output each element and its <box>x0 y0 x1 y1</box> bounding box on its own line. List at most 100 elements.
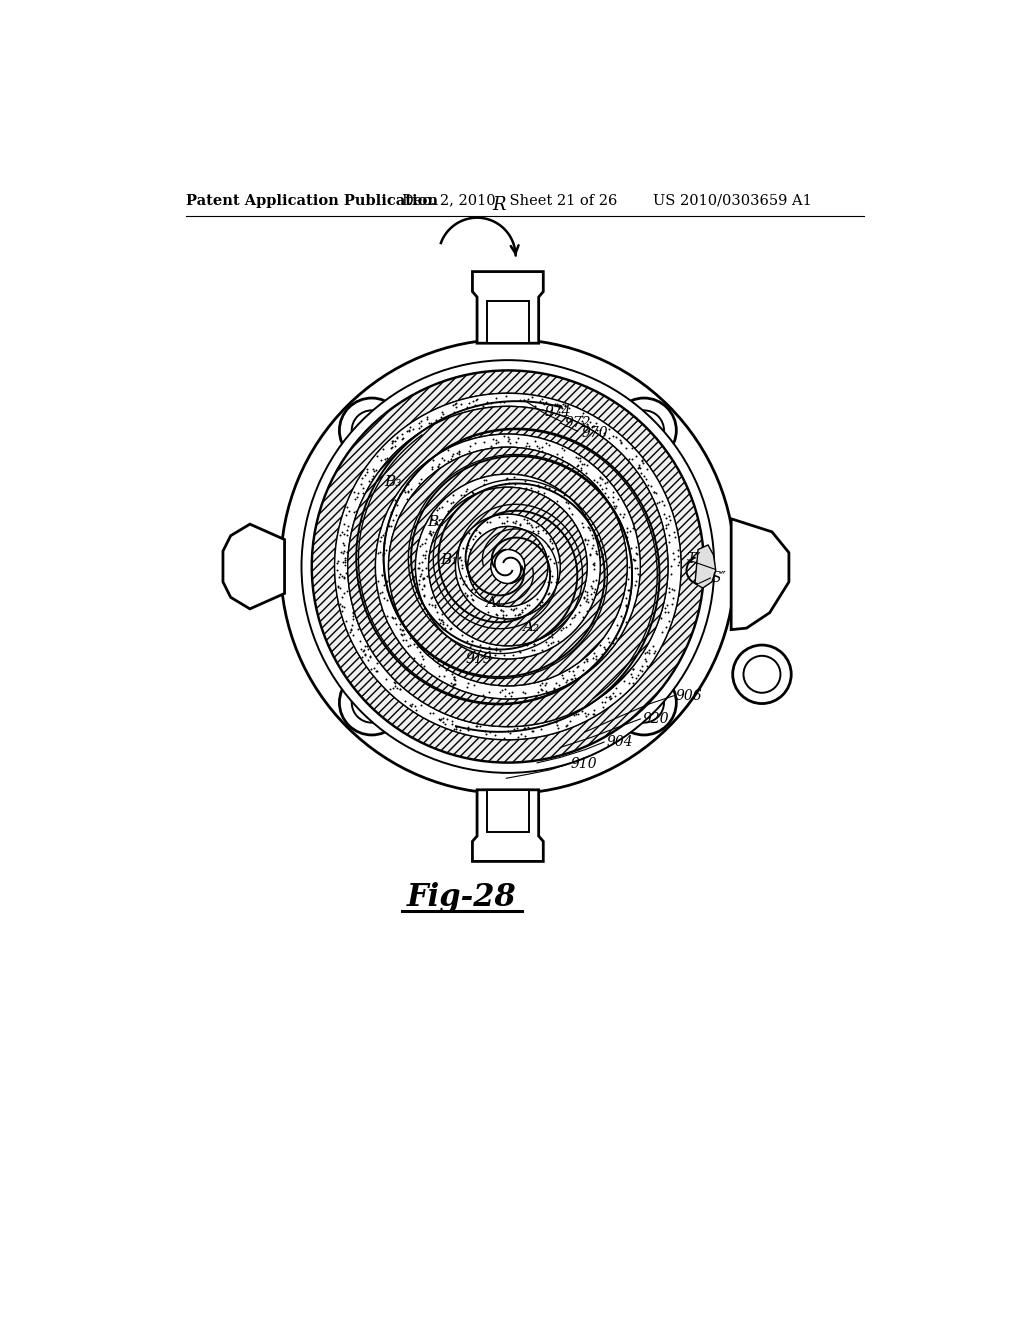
Point <box>399 473 416 494</box>
Point <box>445 484 462 506</box>
Point <box>573 411 590 432</box>
Point <box>510 428 526 449</box>
Point <box>651 491 668 512</box>
Point <box>605 487 622 508</box>
Point <box>474 684 490 705</box>
Point <box>401 634 418 655</box>
Point <box>423 524 439 545</box>
Point <box>567 704 584 725</box>
Point <box>332 594 348 615</box>
Point <box>493 681 509 702</box>
Point <box>447 392 464 413</box>
Point <box>628 445 644 466</box>
Point <box>376 543 392 564</box>
Point <box>575 453 592 474</box>
Point <box>489 605 506 626</box>
Point <box>605 491 622 512</box>
Point <box>639 656 655 677</box>
Point <box>411 412 427 433</box>
Point <box>358 462 375 483</box>
Point <box>476 432 493 453</box>
Point <box>585 704 601 725</box>
Point <box>649 492 666 513</box>
Point <box>391 678 408 700</box>
Point <box>536 520 552 541</box>
Point <box>409 638 425 659</box>
Point <box>481 681 498 702</box>
Point <box>422 523 438 544</box>
Point <box>605 425 622 446</box>
Point <box>469 715 485 737</box>
Point <box>366 461 382 482</box>
Point <box>466 581 482 602</box>
Point <box>569 704 586 725</box>
Point <box>378 669 394 690</box>
Point <box>542 529 558 550</box>
Point <box>336 513 352 535</box>
Point <box>653 607 670 628</box>
Point <box>585 528 601 549</box>
Point <box>601 418 617 440</box>
Polygon shape <box>472 272 544 343</box>
Point <box>381 516 397 537</box>
Point <box>625 517 641 539</box>
Point <box>523 478 540 499</box>
Point <box>364 469 380 490</box>
Point <box>335 532 351 553</box>
Point <box>442 492 459 513</box>
Point <box>569 447 586 469</box>
Point <box>336 568 352 589</box>
Point <box>586 704 602 725</box>
Point <box>441 618 458 639</box>
Point <box>632 458 648 479</box>
Point <box>332 564 348 585</box>
Point <box>369 445 385 466</box>
Point <box>437 660 454 681</box>
Point <box>660 513 677 535</box>
Point <box>519 391 536 412</box>
Point <box>631 455 647 477</box>
Point <box>407 696 423 717</box>
Point <box>401 627 418 648</box>
Point <box>614 609 631 630</box>
Point <box>414 411 430 432</box>
Point <box>641 639 657 660</box>
Point <box>563 668 580 689</box>
Point <box>618 611 635 632</box>
Point <box>566 664 583 685</box>
Point <box>355 639 372 660</box>
Point <box>433 447 450 469</box>
Point <box>496 605 512 626</box>
Point <box>646 642 663 663</box>
Point <box>415 578 431 599</box>
Point <box>586 581 602 602</box>
Point <box>535 440 551 461</box>
Point <box>496 512 512 533</box>
Point <box>522 513 539 535</box>
Point <box>346 502 362 523</box>
Point <box>444 710 461 731</box>
Point <box>561 660 578 681</box>
Point <box>501 429 517 450</box>
Point <box>560 397 577 418</box>
Point <box>613 432 630 453</box>
Point <box>342 618 358 639</box>
Point <box>459 479 475 500</box>
Point <box>594 643 610 664</box>
Point <box>625 659 641 680</box>
Point <box>615 504 632 525</box>
Point <box>665 578 681 599</box>
Point <box>501 719 517 741</box>
Point <box>643 475 659 496</box>
Point <box>370 570 386 591</box>
Point <box>339 496 355 517</box>
Point <box>377 572 393 593</box>
Point <box>493 599 509 620</box>
Point <box>623 537 639 558</box>
Point <box>659 594 676 615</box>
Point <box>514 599 530 620</box>
Point <box>459 585 475 606</box>
Point <box>664 564 680 585</box>
Point <box>434 619 451 640</box>
Point <box>555 668 571 689</box>
